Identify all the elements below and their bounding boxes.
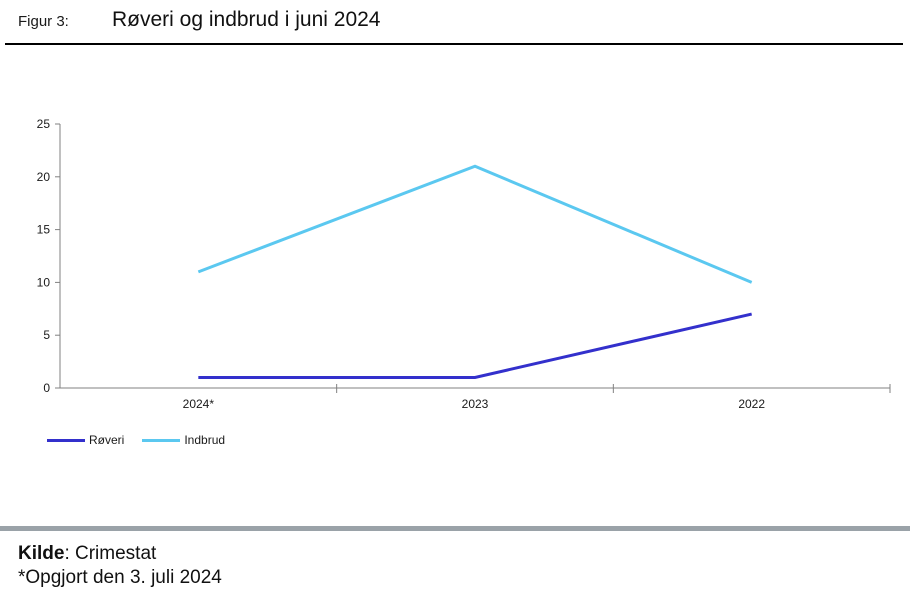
legend-item-røveri: Røveri (47, 433, 124, 447)
legend-item-indbrud: Indbrud (142, 433, 225, 447)
chart-legend: Røveri Indbrud (47, 433, 225, 447)
figure-number-label: Figur 3: (18, 13, 69, 30)
source-label: Kilde (18, 543, 65, 564)
y-tick-label: 25 (37, 117, 51, 131)
line-chart: 0 5 10 15 20 25 2024* 2023 2022 (37, 117, 891, 411)
legend-line-swatch (142, 438, 181, 442)
y-tick-label: 0 (43, 381, 50, 395)
source-text: Kilde: Crimestat (18, 543, 156, 565)
y-tick-label: 10 (37, 275, 51, 289)
x-category-label: 2024* (183, 397, 215, 411)
footer-divider (0, 526, 910, 531)
series-line-indbrud (197, 164, 753, 284)
legend-line-swatch (47, 438, 85, 442)
legend-label: Indbrud (184, 433, 226, 447)
figure-title: Røveri og indbrud i juni 2024 (112, 8, 381, 31)
legend-label: Røveri (89, 433, 125, 447)
y-tick-label: 20 (37, 170, 51, 184)
header-divider (5, 43, 903, 45)
source-value: : Crimestat (64, 543, 157, 564)
x-category-label: 2023 (462, 397, 489, 411)
footnote-text: *Opgjort den 3. juli 2024 (18, 567, 222, 588)
x-category-label: 2022 (738, 397, 765, 411)
y-tick-label: 5 (43, 328, 50, 342)
series-line-røveri (198, 312, 753, 379)
y-tick-label: 15 (37, 223, 51, 237)
